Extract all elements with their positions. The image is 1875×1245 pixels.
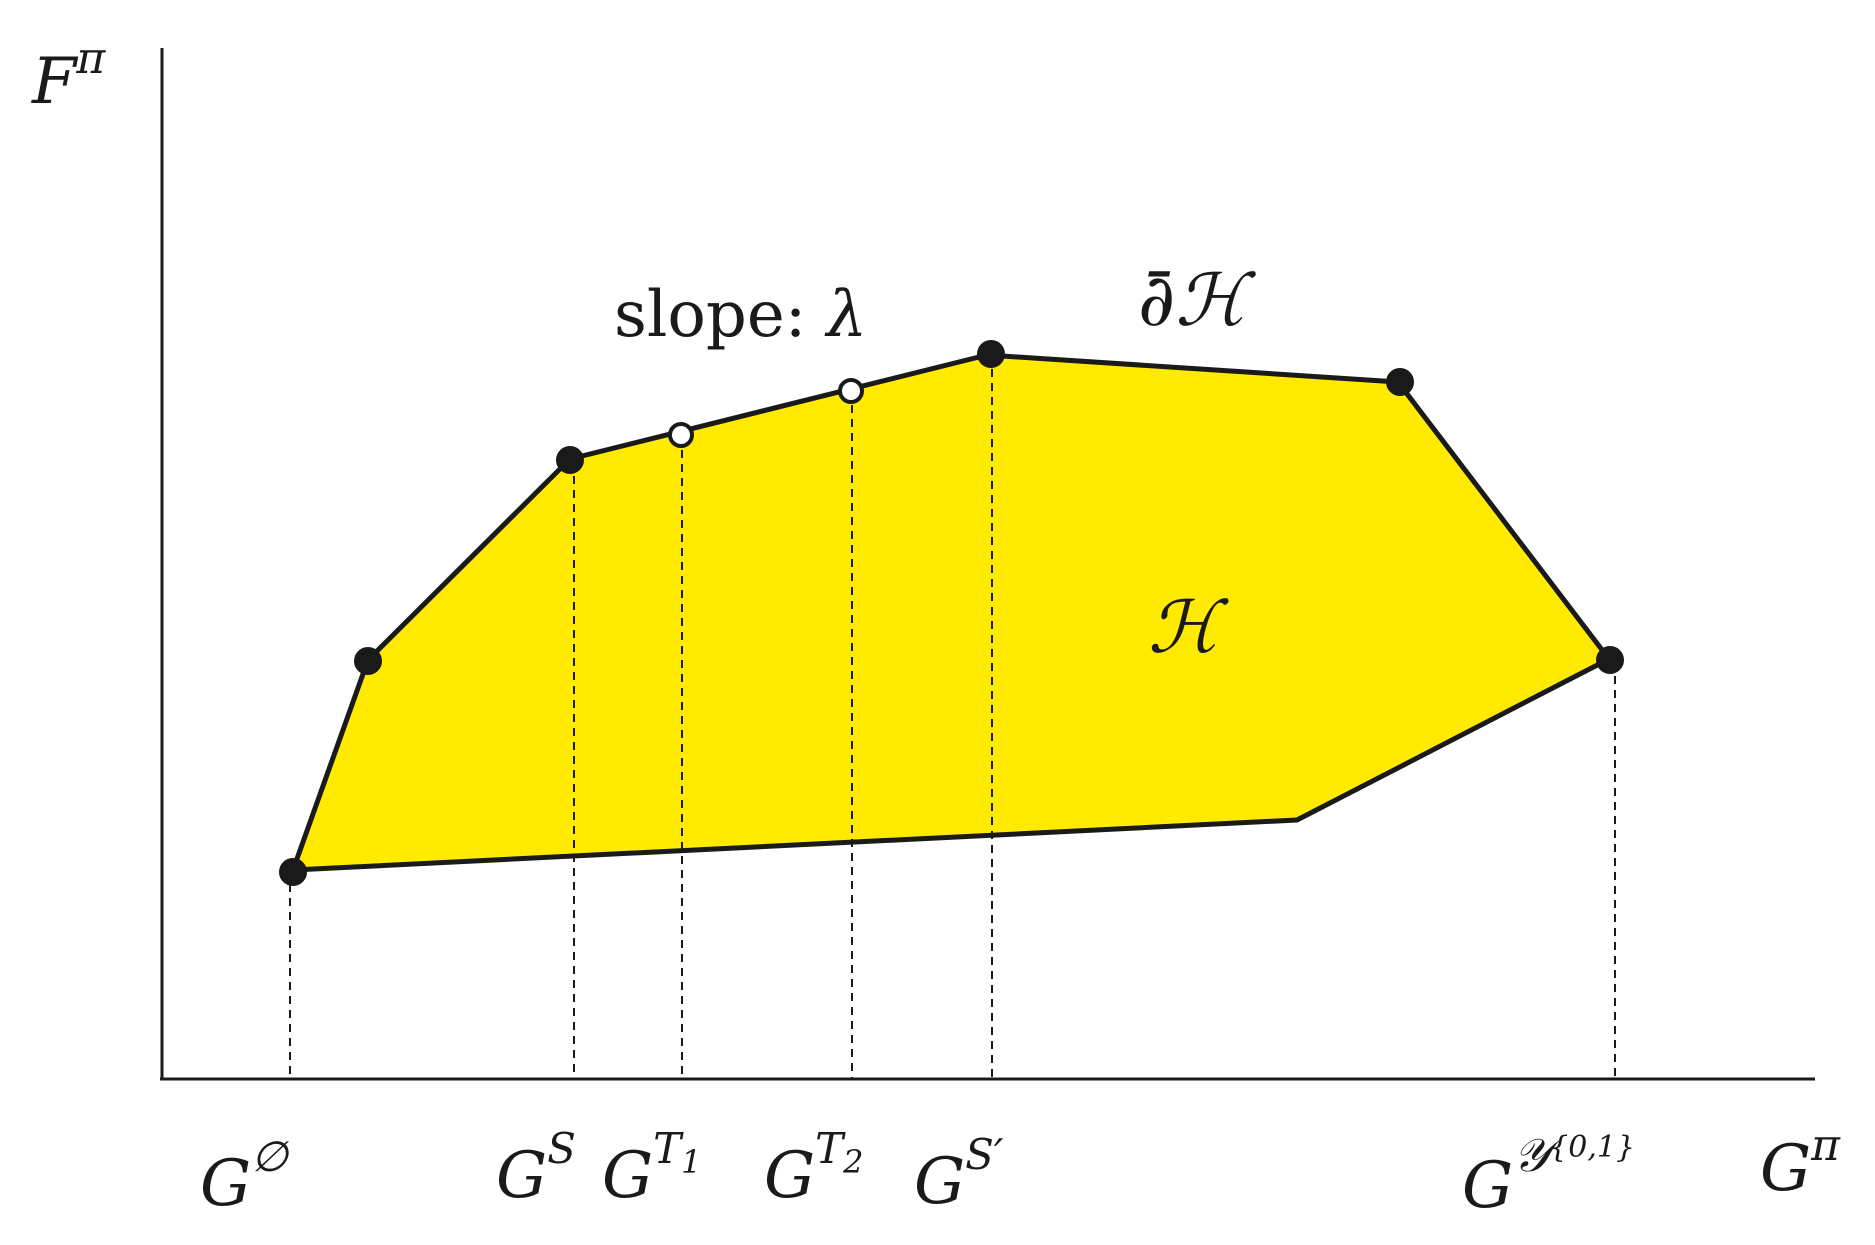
tick-g-empty-base: G xyxy=(200,1147,251,1221)
point-g-y01 xyxy=(1596,646,1624,674)
slope-symbol: λ xyxy=(824,278,868,352)
point-g-s xyxy=(556,446,584,474)
tick-g-s-prime-base: G xyxy=(914,1145,965,1219)
tick-g-s: GS xyxy=(496,1124,576,1213)
drop-lines xyxy=(289,355,1616,1079)
x-axis-label: Gπ xyxy=(1760,1120,1841,1206)
tick-g-s-sup: S xyxy=(547,1124,576,1173)
point-vertex xyxy=(354,647,382,675)
tick-g-empty-sup: ∅ xyxy=(251,1132,290,1181)
tick-g-t1-sub: 1 xyxy=(681,1143,701,1181)
region-label: ℋ xyxy=(1148,585,1229,669)
tick-g-t1: GT1 xyxy=(602,1124,702,1213)
tick-g-empty: G∅ xyxy=(200,1132,290,1221)
tick-g-y01: G𝒴{0,1} xyxy=(1462,1128,1635,1223)
boundary-points xyxy=(279,340,1624,886)
slope-label: slope: λ xyxy=(614,278,867,352)
y-axis-label-base: F xyxy=(31,45,79,119)
boundary-label: ∂̄ℋ xyxy=(1138,258,1256,342)
tick-g-s-base: G xyxy=(496,1139,547,1213)
point-g-empty xyxy=(279,858,307,886)
axes xyxy=(160,48,1815,1081)
tick-g-t2-sup: T xyxy=(815,1124,846,1173)
x-axis-label-base: G xyxy=(1760,1132,1811,1206)
tick-g-y01-base: G xyxy=(1462,1149,1513,1223)
slope-label-text: slope: xyxy=(614,278,827,352)
tick-g-t2-sub: 2 xyxy=(842,1143,863,1181)
tick-g-t2-base: G xyxy=(764,1139,815,1213)
tick-g-s-prime: GS′ xyxy=(914,1130,1004,1219)
point-g-t1 xyxy=(668,422,694,448)
region-h xyxy=(290,352,1612,873)
point-g-t2 xyxy=(838,378,864,404)
point-vertex-upper-right xyxy=(1386,368,1414,396)
point-g-s-prime xyxy=(977,340,1005,368)
tick-g-s-prime-sup: S′ xyxy=(965,1130,1004,1179)
y-axis-label: Fπ xyxy=(31,33,106,119)
tick-g-y01-sup2: {0,1} xyxy=(1549,1130,1635,1165)
y-axis-label-sup: π xyxy=(75,33,106,84)
tick-g-t2: GT2 xyxy=(764,1124,864,1213)
tick-g-t1-base: G xyxy=(602,1139,653,1213)
x-axis-label-sup: π xyxy=(1810,1120,1841,1171)
tick-g-t1-sup: T xyxy=(653,1124,684,1173)
